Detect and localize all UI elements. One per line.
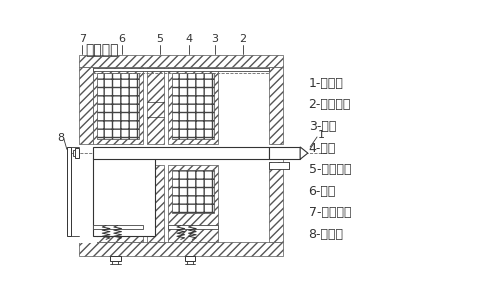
Bar (79, 156, 93, 243)
Bar (93, 158, 154, 236)
Text: 4: 4 (186, 34, 193, 44)
Text: 5: 5 (156, 34, 164, 44)
Bar (168, 67, 218, 144)
Bar (168, 165, 218, 243)
Bar (184, 256, 196, 261)
Bar (93, 67, 143, 144)
Bar (67, 147, 70, 236)
Bar (79, 67, 93, 144)
Text: 6-转子: 6-转子 (308, 185, 336, 198)
Text: 1-花键轴: 1-花键轴 (308, 77, 344, 90)
Bar (79, 145, 283, 161)
Bar (93, 68, 270, 72)
Polygon shape (300, 147, 308, 159)
Bar (97, 170, 139, 213)
Bar (172, 170, 214, 213)
Bar (93, 147, 270, 159)
Text: 3-衬铁: 3-衬铁 (308, 120, 336, 133)
Text: 2-电机端盖: 2-电机端盖 (308, 99, 351, 111)
Text: 8: 8 (57, 133, 64, 143)
Bar (93, 225, 143, 229)
Text: 1: 1 (318, 130, 325, 140)
Bar (270, 161, 289, 169)
Bar (73, 150, 76, 156)
Text: 5-空心螺钉: 5-空心螺钉 (308, 163, 351, 176)
Bar (270, 67, 283, 144)
Bar (79, 243, 283, 256)
Bar (147, 67, 164, 144)
Bar (79, 162, 97, 243)
Bar (147, 165, 164, 243)
Text: 8-防尘板: 8-防尘板 (308, 228, 344, 241)
Text: 4-定子: 4-定子 (308, 142, 336, 154)
Text: 6: 6 (118, 34, 125, 44)
Bar (79, 55, 283, 67)
Bar (270, 147, 300, 159)
Bar (97, 73, 139, 139)
Text: 7-安装螺栓: 7-安装螺栓 (308, 206, 351, 219)
Bar (110, 256, 120, 261)
Text: 3: 3 (211, 34, 218, 44)
Bar (270, 156, 283, 243)
Text: 7: 7 (78, 34, 86, 44)
Bar (172, 73, 214, 139)
Text: 2: 2 (240, 34, 246, 44)
Bar (93, 165, 143, 243)
Bar (74, 149, 79, 158)
Bar (168, 225, 218, 229)
Text: 一、构造: 一、构造 (86, 43, 119, 57)
